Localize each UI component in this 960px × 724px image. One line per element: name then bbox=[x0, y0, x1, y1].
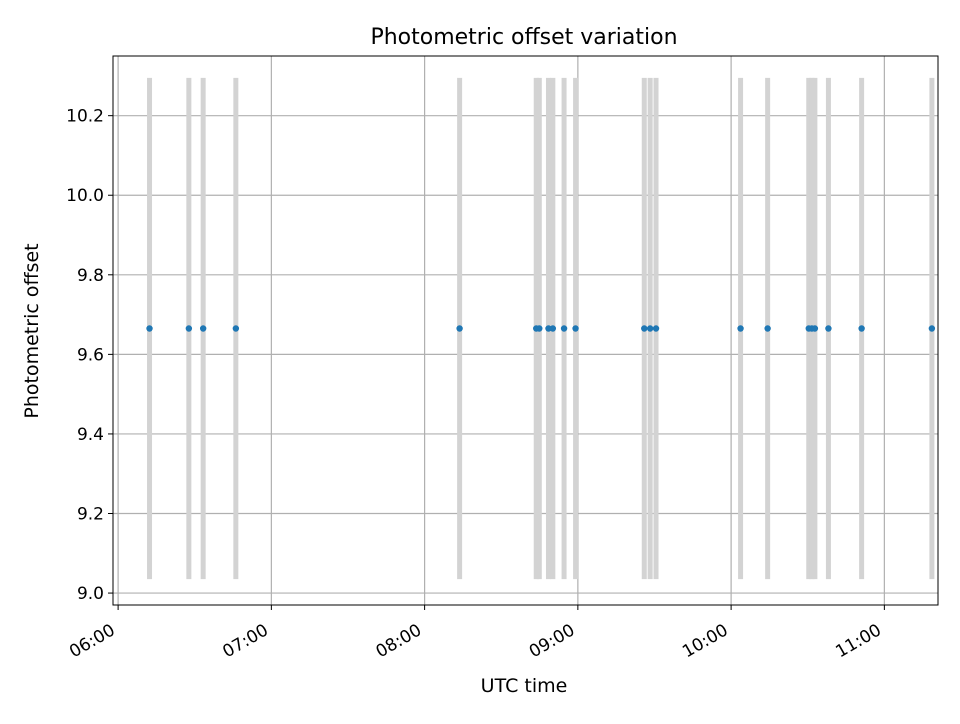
x-tick-layer: 06:00 07:00 08:00 09:00 10:00 11:00 bbox=[66, 605, 885, 662]
data-point bbox=[858, 325, 865, 332]
grid-layer bbox=[113, 56, 938, 605]
y-tick-label: 9.2 bbox=[77, 505, 104, 525]
y-tick-layer: 9.0 9.2 9.4 9.6 9.8 10.0 10.2 bbox=[66, 107, 113, 604]
y-tick-label: 9.6 bbox=[77, 345, 104, 365]
chart-title: Photometric offset variation bbox=[370, 25, 677, 50]
x-tick-label: 07:00 bbox=[219, 620, 271, 662]
data-point bbox=[549, 325, 557, 332]
data-point-layer bbox=[146, 325, 936, 332]
y-tick-label: 9.0 bbox=[77, 584, 104, 604]
data-point bbox=[199, 325, 207, 332]
data-point bbox=[737, 325, 744, 332]
x-tick-label: 11:00 bbox=[832, 620, 884, 662]
data-point bbox=[232, 325, 240, 332]
data-point bbox=[646, 325, 654, 332]
y-tick-label: 10.0 bbox=[66, 186, 104, 206]
data-point bbox=[652, 325, 660, 332]
x-tick-label: 10:00 bbox=[679, 620, 731, 662]
data-point bbox=[641, 325, 648, 332]
x-tick-label: 06:00 bbox=[66, 620, 118, 662]
x-tick-label: 08:00 bbox=[373, 620, 425, 662]
data-point bbox=[146, 325, 153, 332]
y-tick-label: 10.2 bbox=[66, 107, 104, 127]
x-axis-label: UTC time bbox=[481, 675, 568, 697]
data-point bbox=[572, 325, 579, 332]
plot-frame bbox=[112, 55, 939, 606]
data-point bbox=[560, 325, 568, 332]
y-axis-label: Photometric offset bbox=[21, 243, 43, 418]
data-point bbox=[456, 325, 463, 332]
data-point bbox=[185, 325, 193, 332]
y-tick-label: 9.8 bbox=[77, 266, 104, 286]
data-point bbox=[928, 325, 936, 332]
data-point bbox=[811, 325, 819, 332]
data-point bbox=[764, 325, 771, 332]
x-tick-label: 09:00 bbox=[526, 620, 578, 662]
data-point bbox=[536, 325, 543, 332]
y-tick-label: 9.4 bbox=[77, 425, 104, 445]
data-point bbox=[825, 325, 832, 332]
